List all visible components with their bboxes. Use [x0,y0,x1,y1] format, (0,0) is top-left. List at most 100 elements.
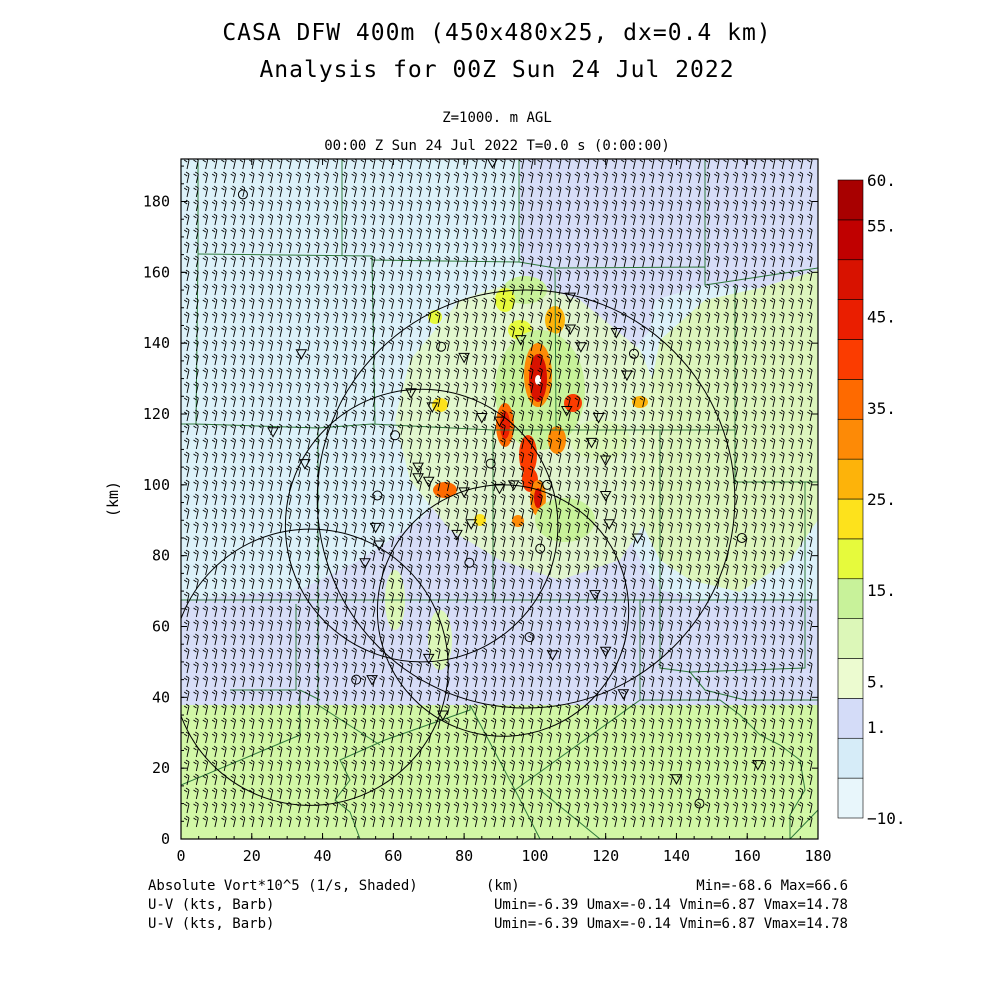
colorbar-swatch [837,179,864,221]
y-tick-label: 160 [143,263,170,281]
station-triangle [267,427,279,438]
colorbar-label: −10. [867,809,906,828]
background-lavender [181,159,818,705]
x-tick-label: 180 [804,847,831,865]
station-triangle [412,462,424,474]
colorbar-swatch [837,299,864,340]
radar-ring [181,528,449,806]
station-triangle [592,413,605,424]
station-triangle [493,483,506,495]
field-label: Absolute Vort*10^5 (1/s, Shaded) [148,878,418,894]
station-triangle [405,388,417,399]
station-triangle [589,590,601,601]
background-green [181,705,818,839]
colorbar-label: 25. [867,490,896,509]
station-triangle [493,416,506,428]
station-triangle [299,459,311,470]
colorbar-label: 55. [867,217,896,236]
colorbar-swatch [837,259,864,300]
colorbar-swatch [837,777,864,819]
colorbar-swatch [837,737,864,779]
y-tick-label: 60 [152,618,170,636]
min-max-label: Min=-68.6 Max=66.6 [696,878,848,894]
chart-title: CASA DFW 400m (450x480x25, dx=0.4 km) [222,20,771,46]
colorbar: 60. 55. 45. 35. 25. 15. 5. 1. −10. [837,171,906,828]
station-triangle [599,646,612,658]
station-circle [237,189,248,200]
station-circle [351,674,362,685]
x-tick-label: 60 [384,847,402,865]
station-triangle [458,487,470,498]
station-circle [694,798,705,809]
station-triangle [599,455,612,467]
station-circle [436,341,447,352]
station-triangle [670,774,683,785]
y-tick-label: 40 [152,688,170,706]
station-circle [736,532,747,543]
station-triangle [560,405,573,417]
barb-stats-1: Umin=-6.39 Umax=-0.14 Vmin=6.87 Vmax=14.… [494,897,848,913]
station-circle [535,543,546,554]
colorbar-swatch [837,379,864,420]
y-tick-label: 140 [143,334,170,352]
station-triangle [422,476,435,488]
y-tick-label: 180 [143,193,170,211]
station-triangle [599,490,612,502]
station-triangle [451,529,463,541]
level-label: Z=1000. m AGL [442,110,552,126]
station-triangle [373,540,386,552]
y-tick-label: 120 [143,405,170,423]
colorbar-label: 35. [867,399,896,418]
y-axis-label: (km) [104,481,122,517]
station-triangle [575,342,587,353]
station-triangle [621,370,633,382]
plot-area [181,159,818,839]
station-triangle [369,522,382,534]
station-triangle [487,159,498,169]
station-circle [390,430,401,441]
station-circle [628,348,639,359]
station-triangle [359,558,371,569]
y-tick-label: 20 [152,759,170,777]
colorbar-swatch [837,418,864,460]
station-circle [372,490,383,501]
colorbar-label: 1. [867,718,886,737]
x-tick-label: 120 [592,847,619,865]
x-tick-label: 40 [314,847,332,865]
colorbar-label: 45. [867,308,896,327]
colorbar-swatch [837,498,864,540]
colorbar-swatch [837,219,864,261]
station-triangle [507,480,520,491]
x-tick-label: 20 [243,847,261,865]
station-triangle [412,473,424,484]
x-axis-label: (km) [486,878,520,894]
x-tick-label: 140 [663,847,690,865]
colorbar-swatch [837,458,864,500]
station-triangle [546,650,559,661]
x-tick-label: 100 [521,847,548,865]
station-triangle [585,437,598,449]
station-triangle [631,533,644,544]
barb-stats-2: Umin=-6.39 Umax=-0.14 Vmin=6.87 Vmax=14.… [494,916,848,932]
station-triangle [295,349,308,360]
colorbar-label: 5. [867,672,886,691]
station-triangle [366,675,378,686]
colorbar-swatch [837,339,864,380]
colorbar-swatch [837,618,864,659]
station-triangle [422,653,435,665]
station-triangle [564,292,577,304]
station-triangle [475,413,488,424]
station-circle [542,479,553,490]
y-tick-label: 100 [143,476,170,494]
station-triangle [603,519,616,530]
station-triangle [458,352,470,364]
colorbar-swatch [837,538,864,580]
colorbar-swatch [837,578,864,619]
station-triangle [437,710,449,722]
station-triangle [465,519,478,530]
colorbar-label: 15. [867,581,896,600]
station-triangle [751,760,764,771]
station-triangle [564,324,577,336]
station-circle [485,458,496,469]
